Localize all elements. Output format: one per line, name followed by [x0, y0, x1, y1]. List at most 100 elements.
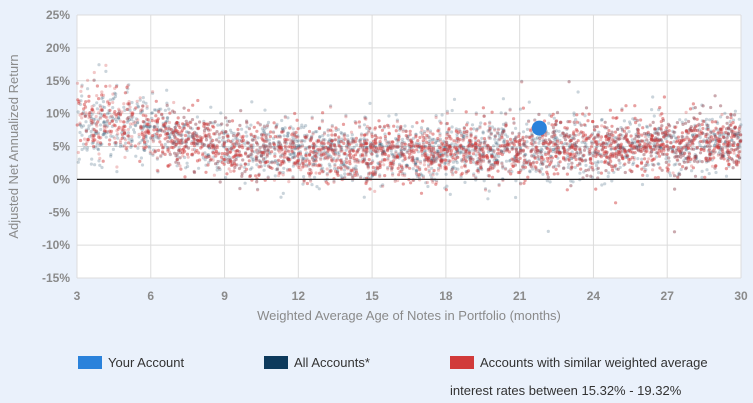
similar-accounts-point: [544, 134, 548, 138]
similar-accounts-point: [616, 167, 620, 171]
similar-accounts-point: [719, 104, 723, 108]
all-accounts-point: [487, 189, 491, 193]
all-accounts-point: [518, 146, 522, 150]
all-accounts-point: [737, 131, 741, 135]
all-accounts-point: [715, 120, 719, 124]
all-accounts-point: [652, 114, 656, 118]
all-accounts-point: [250, 100, 254, 104]
all-accounts-point: [217, 136, 221, 140]
all-accounts-point: [571, 180, 575, 184]
similar-accounts-point: [108, 84, 112, 88]
similar-accounts-point: [474, 112, 478, 116]
all-accounts-point: [510, 146, 514, 150]
all-accounts-point: [716, 121, 720, 125]
all-accounts-point: [514, 136, 518, 140]
all-accounts-point: [489, 132, 493, 136]
all-accounts-point: [199, 141, 203, 145]
all-accounts-point: [502, 128, 506, 132]
similar-accounts-point: [488, 121, 492, 125]
all-accounts-point: [599, 118, 604, 122]
all-accounts-point: [486, 129, 490, 133]
all-accounts-point: [322, 169, 326, 173]
all-accounts-point: [445, 147, 449, 151]
all-accounts-point: [141, 126, 145, 130]
all-accounts-point: [412, 143, 416, 147]
all-accounts-point: [687, 141, 691, 145]
similar-accounts-point: [234, 158, 238, 162]
all-accounts-point: [691, 133, 695, 137]
all-accounts-point: [114, 141, 118, 145]
all-accounts-point: [263, 150, 267, 154]
all-accounts-point: [159, 113, 164, 117]
all-accounts-point: [588, 157, 592, 161]
all-accounts-point: [145, 118, 149, 122]
all-accounts-point: [330, 147, 334, 151]
all-accounts-point: [563, 134, 567, 138]
all-accounts-point: [730, 138, 734, 142]
all-accounts-point: [596, 133, 600, 137]
all-accounts-point: [125, 120, 129, 124]
all-accounts-point: [671, 148, 675, 153]
all-accounts-point: [663, 133, 667, 137]
all-accounts-point: [697, 140, 702, 144]
all-accounts-point: [708, 153, 712, 157]
all-accounts-point: [114, 143, 118, 147]
similar-accounts-point: [698, 111, 702, 115]
all-accounts-point: [532, 160, 536, 164]
all-accounts-point: [103, 105, 107, 110]
all-accounts-point: [479, 121, 483, 125]
all-accounts-point: [430, 150, 434, 154]
all-accounts-point: [276, 159, 280, 163]
all-accounts-point: [196, 142, 200, 146]
all-accounts-point: [250, 156, 254, 160]
all-accounts-point: [254, 140, 259, 144]
all-accounts-point: [441, 148, 445, 152]
all-accounts-point: [454, 153, 458, 157]
all-accounts-point: [481, 131, 485, 135]
all-accounts-point: [500, 130, 505, 134]
similar-accounts-point: [469, 156, 473, 161]
similar-accounts-point: [258, 161, 263, 165]
all-accounts-point: [600, 183, 604, 187]
all-accounts-point: [166, 116, 170, 120]
all-accounts-point: [432, 159, 436, 164]
similar-accounts-point: [333, 164, 337, 168]
similar-accounts-point: [537, 169, 541, 173]
all-accounts-point: [620, 107, 624, 111]
all-accounts-point: [255, 155, 259, 159]
all-accounts-point: [478, 148, 482, 152]
similar-accounts-point: [391, 173, 395, 177]
all-accounts-point: [365, 126, 369, 130]
all-accounts-point: [634, 140, 638, 144]
all-accounts-point: [180, 137, 184, 141]
all-accounts-point: [727, 164, 731, 168]
all-accounts-point: [241, 140, 245, 144]
all-accounts-point: [234, 152, 238, 157]
similar-accounts-point: [80, 116, 84, 120]
all-accounts-point: [543, 151, 547, 155]
all-accounts-point: [195, 138, 200, 142]
all-accounts-point: [440, 113, 444, 117]
similar-accounts-point: [217, 166, 221, 170]
all-accounts-point: [130, 137, 134, 142]
similar-accounts-point: [555, 111, 560, 115]
all-accounts-point: [215, 165, 219, 169]
similar-accounts-point: [76, 150, 80, 155]
all-accounts-point: [363, 145, 367, 149]
all-accounts-point: [152, 125, 156, 129]
all-accounts-point: [690, 169, 694, 173]
similar-accounts-point: [475, 129, 479, 133]
all-accounts-point: [523, 152, 527, 156]
all-accounts-point: [486, 174, 490, 178]
all-accounts-point: [584, 142, 588, 146]
all-accounts-point: [719, 115, 723, 119]
all-accounts-point: [261, 129, 265, 133]
all-accounts-point: [328, 164, 332, 168]
all-accounts-point: [87, 124, 91, 128]
similar-accounts-point: [493, 128, 497, 132]
similar-accounts-point: [583, 145, 587, 149]
similar-accounts-point: [151, 90, 155, 94]
all-accounts-point: [513, 157, 517, 161]
all-accounts-point: [542, 143, 546, 147]
all-accounts-point: [463, 180, 467, 184]
